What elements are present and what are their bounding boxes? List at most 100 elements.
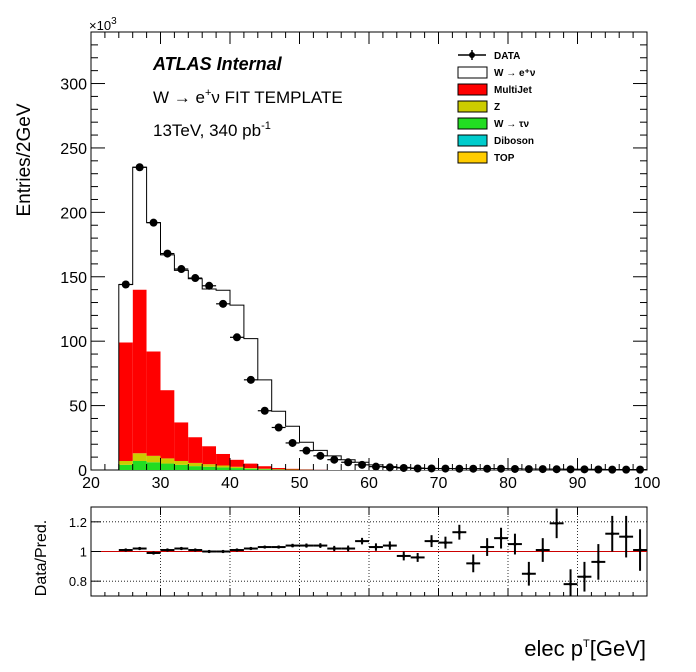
hist-bar [216, 290, 230, 454]
data-point [483, 464, 492, 473]
data-point [344, 458, 353, 467]
ratio-point [568, 582, 573, 586]
hist-bar [132, 167, 147, 290]
hist-bar [257, 466, 272, 469]
data-point [524, 465, 533, 474]
data-point [399, 463, 408, 472]
data-point [246, 375, 255, 384]
data-point [121, 280, 130, 289]
hist-bar [285, 426, 300, 469]
hist-bar [160, 254, 175, 391]
ratio-point [527, 572, 531, 576]
hist-bar [174, 422, 189, 461]
x-tick-label: 90 [569, 475, 587, 492]
hist-bar [230, 459, 244, 467]
ratio-point [124, 548, 128, 552]
y-tick-label: 0 [78, 463, 87, 480]
ratio-point [443, 541, 448, 545]
legend-label: TOP [494, 153, 515, 164]
hist-bar [230, 466, 244, 469]
data-point [594, 465, 603, 474]
ratio-point [207, 549, 211, 554]
ratio-point [513, 542, 517, 546]
hist-bar [174, 270, 189, 423]
data-point [135, 163, 144, 172]
data-point [288, 438, 297, 447]
hist-bar [202, 466, 217, 470]
y-multiplier: ×103 [89, 16, 117, 33]
legend-swatch [457, 66, 488, 79]
x-tick-label: 80 [499, 475, 517, 492]
hist-bar [188, 437, 203, 463]
ratio-point [263, 545, 267, 549]
x-tick-label: 60 [360, 475, 378, 492]
ratio-point [388, 543, 392, 548]
data-point [371, 462, 380, 471]
ratio-point [346, 546, 350, 551]
hist-bar [188, 462, 203, 467]
ratio-axes: 0.8 1 1.2 [69, 507, 648, 596]
y-tick-label: 250 [60, 141, 87, 158]
hist-bar [230, 468, 244, 470]
x-tick-label: 70 [430, 475, 448, 492]
data-point [427, 464, 436, 473]
data-point [316, 451, 325, 460]
legend-label: Z [494, 102, 500, 113]
legend-swatch [457, 100, 488, 113]
ratio-point [221, 549, 225, 554]
hist-bar [188, 466, 203, 470]
ratio-point [332, 546, 336, 551]
legend-label: Diboson [494, 136, 534, 147]
ratio-point [541, 548, 545, 552]
ratio-point [360, 539, 364, 543]
data-point [191, 274, 200, 283]
data-point [538, 465, 547, 474]
ratio-point [249, 546, 253, 551]
data-point [260, 406, 269, 415]
hist-bar [132, 460, 147, 470]
data-point [219, 299, 228, 308]
hist-bar [243, 338, 258, 464]
hist-bar [271, 411, 286, 468]
data-point [510, 464, 519, 473]
hist-bar [118, 460, 133, 465]
data-point [358, 460, 367, 469]
legend-swatch [457, 117, 488, 130]
ratio-point [582, 575, 587, 579]
x-axis-title: elec pT[GeV] [524, 636, 646, 661]
ratio-points [118, 508, 647, 596]
legend-label: MultiJet [494, 85, 532, 96]
ratio-point [304, 543, 309, 548]
hist-bar [132, 453, 147, 461]
ratio-point [402, 554, 406, 558]
data-point [552, 465, 561, 474]
legend: DATA W → e⁺ν MultiJet Z W → τν Diboson TOP [457, 50, 536, 164]
main-axes: 20 30 40 50 60 70 80 90 100 0 50 100 150 200 250 300 [60, 32, 660, 492]
hist-bar [146, 455, 161, 463]
ratio-y-tick-label: 1 [80, 545, 87, 560]
ratio-point [138, 546, 142, 551]
ratio-point [416, 555, 420, 560]
energy-lumi-label: 13TeV, 340 pb-1 [153, 120, 271, 140]
hist-bar [202, 446, 217, 465]
hist-bar [146, 222, 161, 352]
hist-bar [118, 284, 133, 343]
data-point [566, 465, 575, 474]
data-point [274, 423, 283, 432]
y-tick-label: 150 [60, 270, 87, 287]
ratio-y-tick-label: 1.2 [69, 515, 87, 530]
hist-bar [299, 442, 314, 470]
hist-bar [271, 467, 286, 470]
legend-label: DATA [494, 51, 520, 62]
x-tick-label: 40 [221, 475, 239, 492]
hist-bar [216, 467, 230, 470]
hist-bar [146, 462, 161, 470]
atlas-label: ATLAS Internal [152, 54, 283, 74]
ratio-point [318, 543, 322, 548]
ratio-point [374, 545, 378, 549]
x-tick-label: 30 [152, 475, 170, 492]
ratio-y-axis-title: Data/Pred. [33, 520, 50, 596]
hist-bar [216, 453, 230, 466]
data-point [385, 463, 394, 472]
